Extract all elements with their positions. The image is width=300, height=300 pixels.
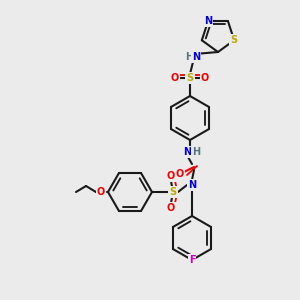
Text: N: N bbox=[183, 147, 191, 157]
Text: N: N bbox=[188, 180, 196, 190]
Text: H: H bbox=[185, 52, 193, 62]
Text: S: S bbox=[186, 73, 194, 83]
Text: F: F bbox=[189, 255, 195, 265]
Text: O: O bbox=[201, 73, 209, 83]
Text: N: N bbox=[204, 16, 212, 26]
Text: S: S bbox=[231, 35, 238, 45]
Text: O: O bbox=[97, 187, 105, 197]
Text: O: O bbox=[176, 169, 184, 179]
Text: N: N bbox=[192, 52, 200, 62]
Text: H: H bbox=[192, 147, 200, 157]
Text: O: O bbox=[171, 73, 179, 83]
Text: O: O bbox=[167, 203, 175, 213]
Text: S: S bbox=[169, 187, 177, 197]
Text: O: O bbox=[167, 171, 175, 181]
